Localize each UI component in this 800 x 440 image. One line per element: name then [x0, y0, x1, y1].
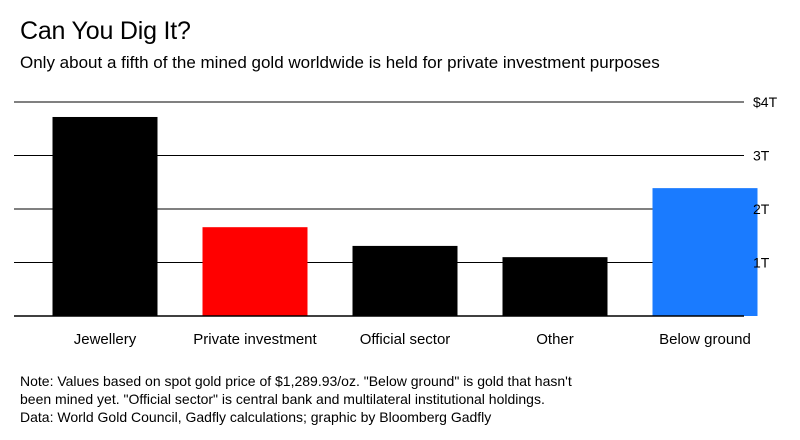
y-tick-label: 3T	[753, 148, 770, 164]
x-tick-label: Private investment	[193, 331, 317, 348]
x-tick-label: Other	[536, 331, 574, 348]
chart-subtitle: Only about a fifth of the mined gold wor…	[20, 53, 660, 72]
y-tick-label: $4T	[753, 94, 778, 110]
bar	[52, 116, 158, 316]
bar	[502, 257, 608, 316]
bar	[352, 245, 458, 316]
bar	[652, 188, 758, 316]
y-tick-label: 2T	[753, 201, 770, 217]
source-line: Data: World Gold Council, Gadfly calcula…	[20, 409, 492, 425]
x-tick-label: Jewellery	[74, 331, 137, 348]
chart-title: Can You Dig It?	[20, 17, 191, 45]
bar	[202, 227, 308, 316]
x-tick-label: Below ground	[659, 331, 751, 348]
chart-notes: Note: Values based on spot gold price of…	[20, 372, 780, 426]
note-line-1: Note: Values based on spot gold price of…	[20, 373, 572, 389]
note-line-2: been mined yet. "Official sector" is cen…	[20, 391, 545, 407]
bars	[52, 116, 758, 316]
y-tick-label: 1T	[753, 255, 770, 271]
axes: 1T 2T 3T $4T Jewellery Private investment Offi…	[14, 94, 778, 348]
x-tick-label: Official sector	[360, 331, 451, 348]
